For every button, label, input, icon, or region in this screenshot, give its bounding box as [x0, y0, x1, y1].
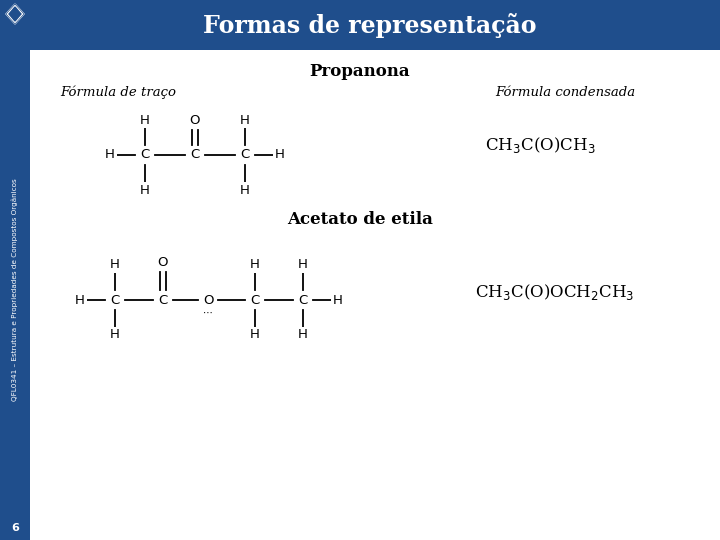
Text: H: H	[333, 294, 343, 307]
Text: CH$_3$C(O)OCH$_2$CH$_3$: CH$_3$C(O)OCH$_2$CH$_3$	[475, 282, 635, 302]
Text: O: O	[190, 113, 200, 126]
Polygon shape	[6, 4, 24, 24]
Text: CH$_3$C(O)CH$_3$: CH$_3$C(O)CH$_3$	[485, 135, 595, 155]
Text: H: H	[250, 328, 260, 341]
Text: C: C	[190, 148, 199, 161]
Text: C: C	[240, 148, 250, 161]
Text: ⋯: ⋯	[203, 308, 213, 318]
Text: C: C	[110, 294, 120, 307]
Text: H: H	[140, 113, 150, 126]
Text: O: O	[203, 294, 213, 307]
Text: C: C	[251, 294, 260, 307]
Text: QFL0341 – Estrutura e Propriedades de Compostos Orgânicos: QFL0341 – Estrutura e Propriedades de Co…	[12, 179, 18, 401]
Text: H: H	[110, 328, 120, 341]
Text: H: H	[250, 259, 260, 272]
Bar	[0, 50, 30, 540]
Text: H: H	[75, 294, 85, 307]
Text: H: H	[140, 184, 150, 197]
Text: H: H	[298, 259, 308, 272]
Text: C: C	[140, 148, 150, 161]
Text: Fórmula condensada: Fórmula condensada	[495, 85, 635, 98]
Text: Acetato de etila: Acetato de etila	[287, 212, 433, 228]
Text: O: O	[158, 255, 168, 268]
Text: H: H	[240, 184, 250, 197]
Text: H: H	[275, 148, 285, 161]
Text: Propanona: Propanona	[310, 64, 410, 80]
Text: 6: 6	[11, 523, 19, 533]
Text: H: H	[110, 259, 120, 272]
Text: C: C	[298, 294, 307, 307]
Text: H: H	[298, 328, 308, 341]
Text: Formas de representação: Formas de representação	[203, 12, 536, 37]
Text: H: H	[105, 148, 115, 161]
Polygon shape	[9, 7, 21, 21]
Text: Fórmula de traço: Fórmula de traço	[60, 85, 176, 99]
Text: H: H	[240, 113, 250, 126]
Text: C: C	[158, 294, 168, 307]
Bar	[0, 0, 720, 50]
